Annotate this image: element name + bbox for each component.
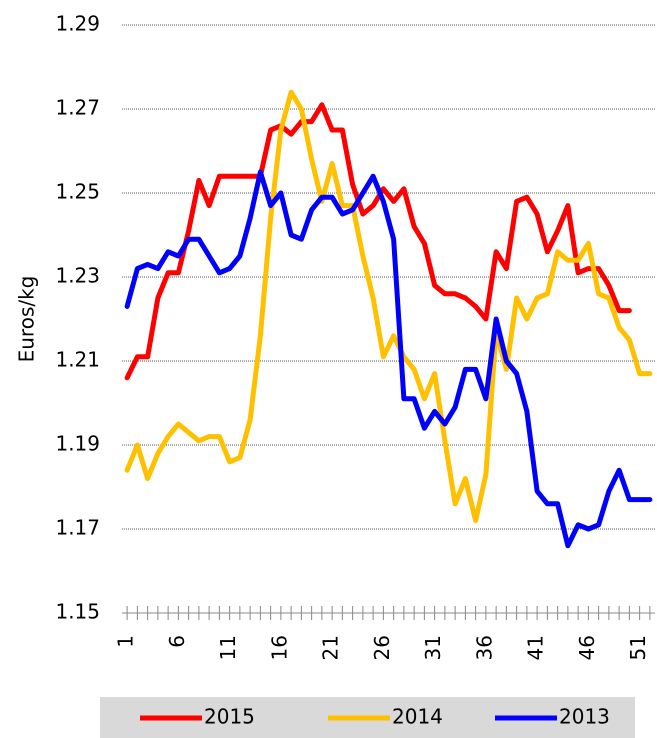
legend-label: 2013 (559, 705, 610, 729)
series-line (124, 89, 653, 524)
y-tick-label: 1.21 (55, 348, 100, 372)
y-tick-label: 1.29 (55, 12, 100, 36)
x-tick-label: 6 (165, 635, 189, 648)
x-tick-label: 16 (267, 635, 291, 660)
x-tick-label: 31 (421, 635, 445, 660)
x-tick-label: 21 (319, 635, 343, 660)
y-axis-label: Euros/kg (15, 276, 39, 363)
legend-label: 2014 (392, 705, 443, 729)
x-tick-label: 11 (216, 635, 240, 660)
x-tick-label: 26 (370, 635, 394, 660)
x-tick-label: 51 (626, 635, 650, 660)
y-tick-label: 1.25 (55, 180, 100, 204)
series-line (124, 102, 632, 381)
x-tick-label: 36 (472, 635, 496, 660)
y-tick-label: 1.23 (55, 264, 100, 288)
y-tick-label: 1.17 (55, 516, 100, 540)
y-tick-label: 1.27 (55, 96, 100, 120)
x-tick-label: 1 (114, 635, 138, 648)
x-tick-label: 41 (524, 635, 548, 660)
y-tick-label: 1.15 (55, 600, 100, 624)
legend-label: 2015 (204, 705, 255, 729)
x-tick-label: 46 (575, 635, 599, 660)
series-line (124, 169, 653, 549)
y-tick-label: 1.19 (55, 432, 100, 456)
